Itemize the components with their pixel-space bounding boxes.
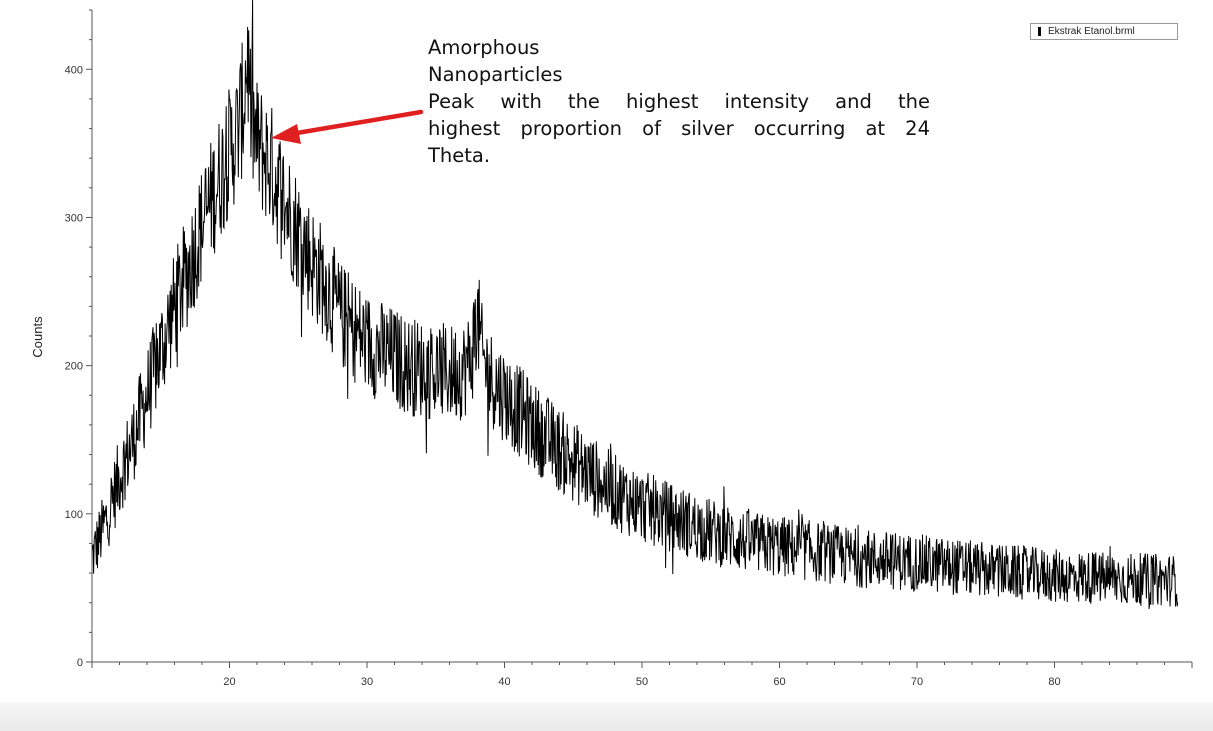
legend: Ekstrak Etanol.brml bbox=[1030, 23, 1178, 40]
x-tick-label: 30 bbox=[361, 676, 373, 688]
x-tick-label: 70 bbox=[911, 676, 923, 688]
x-tick-label: 80 bbox=[1048, 676, 1060, 688]
bottom-band bbox=[0, 702, 1213, 731]
annotation-line-silver: highest proportion of silver occurring a… bbox=[428, 117, 930, 140]
legend-label: Ekstrak Etanol.brml bbox=[1048, 26, 1135, 37]
x-tick-label: 50 bbox=[636, 676, 648, 688]
y-tick-label: 400 bbox=[65, 64, 83, 76]
annotation-arrow-head bbox=[271, 124, 301, 144]
x-tick-label: 20 bbox=[223, 676, 235, 688]
annotation-line-peak: Peak with the highest intensity and the bbox=[428, 90, 930, 113]
annotation-line-nanoparticles: Nanoparticles bbox=[428, 63, 563, 86]
annotation-text: Amorphous Nanoparticles Peak with the hi… bbox=[428, 34, 930, 169]
y-axis-title: Counts bbox=[30, 316, 45, 358]
annotation-line-amorphous: Amorphous bbox=[428, 36, 540, 59]
y-tick-label: 200 bbox=[65, 361, 83, 373]
annotation-line-theta: Theta. bbox=[428, 144, 491, 167]
series-line bbox=[91, 0, 1179, 610]
y-tick-label: 300 bbox=[65, 212, 83, 224]
y-tick-label: 0 bbox=[77, 657, 83, 669]
y-tick-label: 100 bbox=[65, 509, 83, 521]
annotation-arrow-shaft bbox=[288, 109, 424, 137]
x-tick-label: 40 bbox=[498, 676, 510, 688]
x-tick-label: 60 bbox=[773, 676, 785, 688]
legend-swatch bbox=[1038, 27, 1041, 36]
